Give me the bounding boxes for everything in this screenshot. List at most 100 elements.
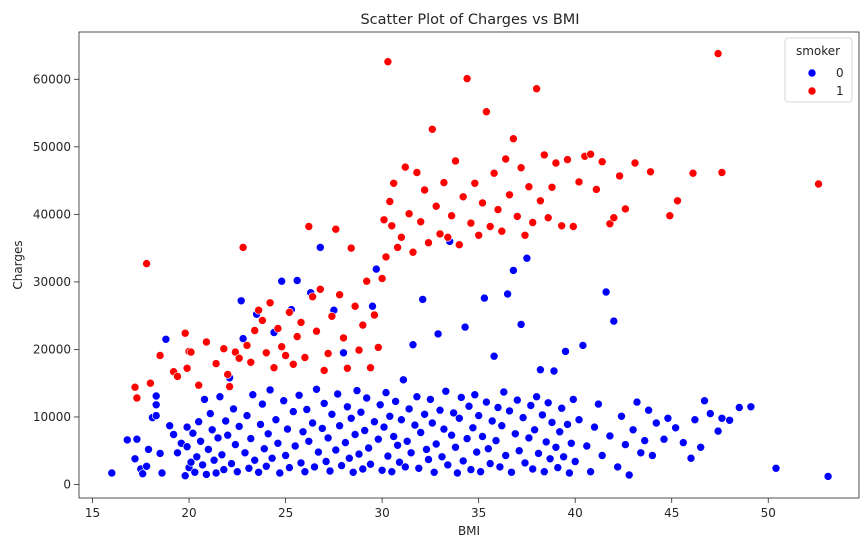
data-point-smoker-1 bbox=[451, 156, 460, 166]
data-point-smoker-1 bbox=[315, 284, 325, 294]
data-point-smoker-1 bbox=[424, 238, 433, 247]
data-point-smoker-0 bbox=[151, 411, 161, 420]
data-point-smoker-0 bbox=[510, 429, 520, 439]
data-point-smoker-0 bbox=[613, 462, 623, 472]
data-point-smoker-0 bbox=[686, 453, 696, 463]
data-point-smoker-0 bbox=[151, 391, 161, 401]
data-point-smoker-0 bbox=[364, 443, 373, 453]
data-point-smoker-0 bbox=[350, 430, 360, 439]
data-point-smoker-0 bbox=[526, 401, 536, 410]
data-point-smoker-1 bbox=[186, 347, 196, 357]
data-point-smoker-0 bbox=[321, 457, 331, 466]
data-point-smoker-0 bbox=[188, 428, 198, 438]
data-point-smoker-0 bbox=[263, 429, 273, 439]
data-point-smoker-0 bbox=[132, 434, 142, 444]
data-point-smoker-0 bbox=[570, 457, 580, 466]
data-point-smoker-1 bbox=[258, 316, 267, 325]
data-point-smoker-0 bbox=[223, 430, 232, 440]
data-point-smoker-0 bbox=[512, 395, 522, 405]
data-point-smoker-0 bbox=[493, 403, 503, 412]
data-point-smoker-0 bbox=[541, 437, 551, 447]
data-point-smoker-1 bbox=[223, 370, 232, 379]
data-point-smoker-0 bbox=[495, 462, 505, 472]
data-point-smoker-0 bbox=[574, 415, 584, 425]
data-point-smoker-0 bbox=[180, 471, 190, 481]
data-point-smoker-0 bbox=[499, 387, 509, 397]
data-point-smoker-1 bbox=[462, 74, 472, 83]
data-point-smoker-0 bbox=[250, 455, 259, 465]
data-point-smoker-0 bbox=[491, 436, 501, 445]
legend: smoker 0 1 bbox=[784, 37, 853, 103]
data-point-smoker-1 bbox=[497, 226, 507, 236]
data-point-smoker-0 bbox=[277, 276, 287, 286]
data-point-smoker-0 bbox=[337, 461, 346, 470]
data-point-smoker-0 bbox=[539, 467, 549, 477]
data-point-smoker-0 bbox=[524, 433, 534, 443]
data-point-smoker-1 bbox=[379, 215, 389, 225]
data-point-smoker-1 bbox=[539, 150, 549, 160]
data-point-smoker-0 bbox=[393, 440, 402, 450]
data-point-smoker-0 bbox=[259, 444, 269, 454]
data-point-smoker-0 bbox=[211, 468, 221, 478]
data-point-smoker-1 bbox=[563, 155, 572, 164]
data-point-smoker-0 bbox=[547, 418, 557, 427]
data-point-smoker-0 bbox=[478, 432, 487, 441]
data-point-smoker-0 bbox=[404, 404, 414, 414]
data-point-smoker-0 bbox=[453, 468, 462, 478]
data-point-smoker-1 bbox=[354, 345, 364, 355]
data-point-smoker-0 bbox=[373, 434, 383, 444]
data-point-smoker-1 bbox=[370, 310, 379, 320]
data-point-smoker-0 bbox=[601, 287, 611, 297]
data-point-smoker-0 bbox=[648, 451, 657, 460]
data-point-smoker-0 bbox=[406, 448, 416, 458]
y-tick-label: 10000 bbox=[33, 410, 71, 424]
legend-title: smoker bbox=[796, 44, 840, 58]
data-point-smoker-1 bbox=[520, 231, 530, 240]
legend-label-0: 0 bbox=[836, 66, 844, 80]
data-point-smoker-1 bbox=[331, 224, 341, 234]
data-point-smoker-0 bbox=[497, 421, 507, 431]
data-point-smoker-1 bbox=[592, 185, 601, 194]
data-point-smoker-1 bbox=[489, 168, 499, 178]
points-layer bbox=[107, 49, 833, 481]
data-point-smoker-0 bbox=[534, 449, 543, 458]
data-point-smoker-0 bbox=[418, 295, 428, 304]
data-point-smoker-0 bbox=[327, 409, 337, 419]
data-point-smoker-0 bbox=[314, 447, 323, 457]
data-point-smoker-0 bbox=[520, 458, 530, 468]
data-point-smoker-1 bbox=[130, 382, 140, 392]
data-point-smoker-0 bbox=[549, 366, 559, 376]
data-point-smoker-0 bbox=[308, 418, 317, 428]
legend-marker-0 bbox=[807, 68, 817, 78]
data-point-smoker-1 bbox=[155, 351, 165, 360]
data-point-smoker-0 bbox=[366, 459, 375, 469]
data-point-smoker-0 bbox=[317, 424, 327, 433]
data-point-smoker-1 bbox=[246, 357, 256, 367]
data-point-smoker-1 bbox=[132, 393, 142, 403]
data-point-smoker-0 bbox=[561, 347, 570, 356]
data-point-smoker-0 bbox=[487, 416, 497, 426]
data-point-smoker-0 bbox=[173, 448, 182, 458]
data-point-smoker-0 bbox=[265, 385, 275, 395]
data-point-smoker-0 bbox=[489, 351, 499, 361]
data-point-smoker-0 bbox=[449, 408, 458, 418]
data-point-smoker-1 bbox=[308, 292, 317, 302]
data-point-smoker-0 bbox=[296, 458, 306, 468]
x-axis-label: BMI bbox=[458, 524, 480, 538]
data-point-smoker-1 bbox=[273, 324, 283, 333]
data-point-smoker-0 bbox=[460, 322, 470, 332]
data-point-smoker-0 bbox=[518, 413, 528, 422]
data-point-smoker-1 bbox=[211, 359, 221, 368]
data-point-smoker-1 bbox=[296, 318, 306, 327]
data-point-smoker-0 bbox=[441, 386, 451, 396]
data-point-smoker-0 bbox=[331, 445, 341, 455]
data-point-smoker-0 bbox=[536, 365, 545, 375]
data-point-smoker-0 bbox=[624, 470, 634, 480]
data-point-smoker-0 bbox=[290, 441, 300, 451]
data-point-smoker-0 bbox=[202, 470, 211, 479]
data-point-smoker-1 bbox=[427, 125, 437, 134]
data-point-smoker-0 bbox=[468, 423, 478, 433]
data-point-smoker-0 bbox=[472, 447, 482, 457]
data-point-smoker-0 bbox=[734, 403, 744, 412]
data-point-smoker-1 bbox=[234, 353, 244, 363]
